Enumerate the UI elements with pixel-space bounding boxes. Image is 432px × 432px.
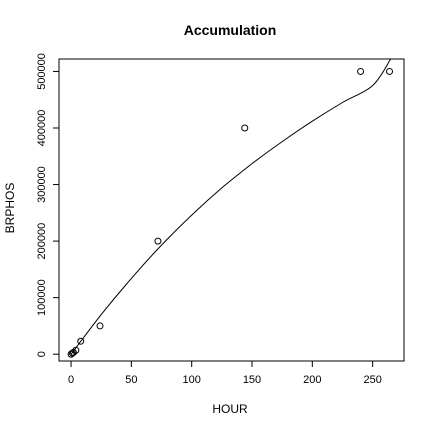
fitted-curve xyxy=(70,58,392,355)
data-point xyxy=(386,67,394,75)
data-point xyxy=(96,322,104,330)
plot-frame xyxy=(58,58,405,362)
data-point xyxy=(69,349,77,357)
y-tick-label: 100000 xyxy=(36,279,48,316)
data-point xyxy=(154,237,162,245)
x-axis-label: HOUR xyxy=(212,402,248,416)
y-tick-label: 400000 xyxy=(36,110,48,147)
y-tick-label: 0 xyxy=(36,351,48,357)
chart-title: Accumulation xyxy=(184,22,277,38)
y-tick-label: 500000 xyxy=(36,53,48,90)
x-tick-label: 200 xyxy=(303,374,321,386)
data-points xyxy=(67,67,394,358)
data-point xyxy=(357,67,365,75)
x-tick-label: 50 xyxy=(125,374,137,386)
x-tick-label: 0 xyxy=(68,374,74,386)
x-axis: 0 50 100 150 200 250 xyxy=(68,361,382,386)
data-point xyxy=(77,337,85,345)
x-tick-label: 100 xyxy=(183,374,201,386)
y-tick-label: 200000 xyxy=(36,223,48,260)
x-tick-label: 250 xyxy=(363,374,381,386)
x-tick-label: 150 xyxy=(243,374,261,386)
y-axis-label: BRPHOS xyxy=(3,183,17,234)
y-tick-label: 300000 xyxy=(36,166,48,203)
data-point xyxy=(241,124,249,132)
data-point xyxy=(72,346,80,354)
y-axis: 0 100000 200000 300000 400000 500000 xyxy=(36,53,59,357)
